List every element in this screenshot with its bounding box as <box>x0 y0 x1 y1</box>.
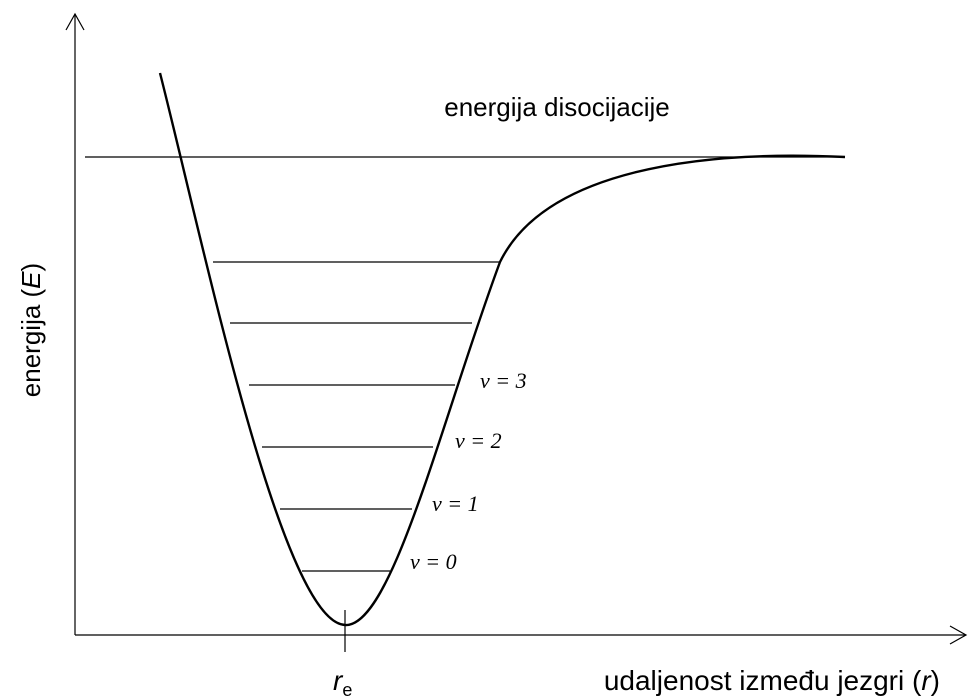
level-label: v = 3 <box>480 368 527 393</box>
level-label: v = 1 <box>432 491 479 516</box>
x-axis-label-text: ) <box>931 665 940 696</box>
energy-levels <box>213 261 500 572</box>
y-axis-arrow <box>65 12 85 31</box>
y-axis-label: energija (E) <box>16 263 46 397</box>
x-axis-arrow <box>949 625 968 645</box>
potential-curve <box>158 72 846 627</box>
y-axis-label-text: ) <box>16 263 46 272</box>
level-label: v = 2 <box>455 428 502 453</box>
x-axis-label: udaljenost između jezgri (r) <box>604 665 940 696</box>
x-axis-label-var: r <box>921 665 932 696</box>
level-label: v = 0 <box>410 549 457 574</box>
x-axis-label-text: udaljenost između jezgri ( <box>604 665 922 696</box>
equilibrium-subscript: e <box>342 680 352 697</box>
y-axis-label-var: E <box>16 271 46 289</box>
dissociation-label: energija disocijacije <box>444 92 669 122</box>
equilibrium-symbol: r <box>333 665 344 696</box>
equilibrium-label: re <box>333 665 352 697</box>
y-axis-label-text: energija ( <box>16 288 46 397</box>
